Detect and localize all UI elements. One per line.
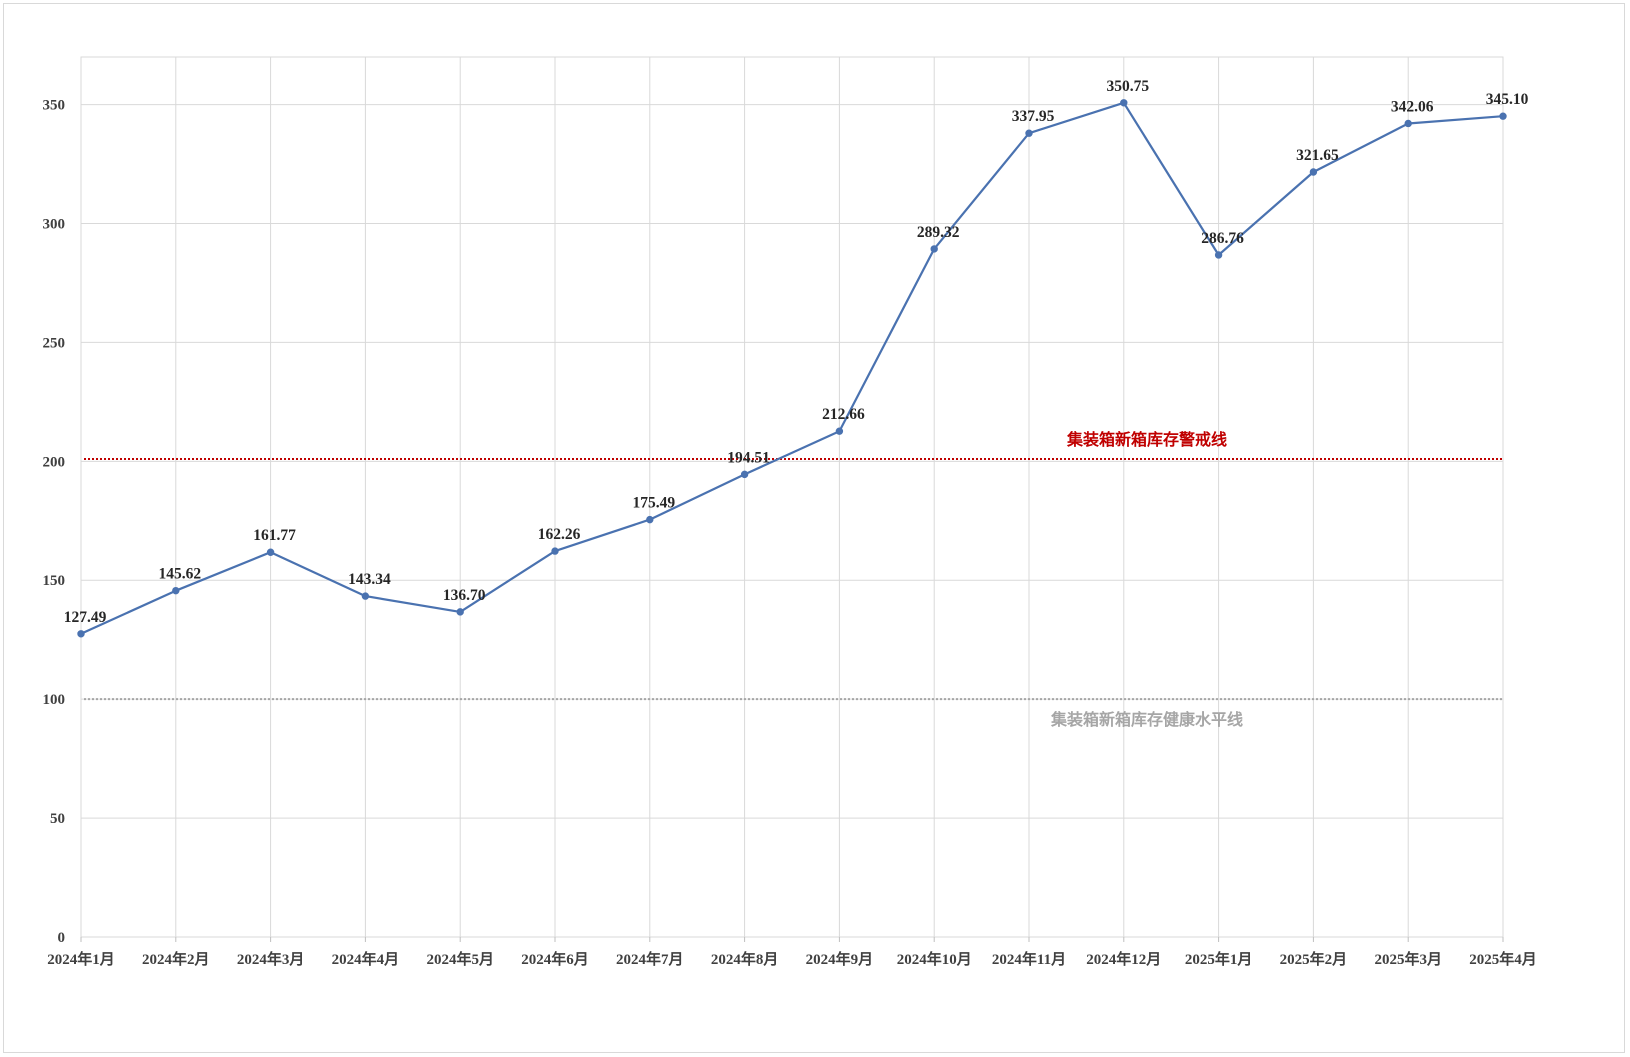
data-label: 350.75 [1106,78,1149,95]
series-line [80,101,1504,635]
x-tick-label: 2024年3月 [237,950,305,968]
data-label: 345.10 [1486,91,1529,108]
x-tick-label: 2025年2月 [1280,950,1348,968]
data-label: 145.62 [158,566,201,583]
data-point [835,427,844,435]
x-tick-label: 2024年9月 [806,950,874,968]
y-tick-label: 250 [43,335,66,351]
y-tick-label: 300 [43,216,66,232]
x-tick-label: 2024年1月 [47,950,115,968]
x-tick-label: 2025年4月 [1469,950,1537,968]
data-point [1120,99,1128,107]
data-label: 286.76 [1201,230,1244,247]
data-point [740,470,749,479]
data-point [1025,129,1033,137]
data-point [1309,168,1318,176]
data-point [1404,119,1412,128]
grid-layer [80,56,1504,942]
x-tick-label: 2024年2月 [142,950,210,968]
data-label: 175.49 [632,495,675,512]
data-point [1499,112,1507,120]
chart-frame: 集装箱新箱库存警戒线 集装箱新箱库存健康水平线 127.49 145.62 161.7… [3,3,1625,1053]
data-label: 289.32 [917,224,960,241]
data-point [1214,251,1223,259]
y-tick-label: 100 [43,692,66,708]
y-tick-label: 350 [43,98,66,114]
x-tick-label: 2024年10月 [897,950,972,968]
data-label: 337.95 [1012,108,1055,125]
x-tick-label: 2024年8月 [711,950,779,968]
data-point [646,515,654,524]
data-label: 194.51 [727,449,770,466]
data-label: 127.49 [64,609,107,626]
data-labels: 127.49 145.62 161.77 143.34 136.70 162.26 175.… [64,78,1529,626]
x-tick-label: 2025年3月 [1374,950,1442,968]
x-tick-label: 2024年11月 [992,950,1066,968]
data-point [77,630,85,638]
data-point [456,608,464,616]
y-tick-label: 150 [43,573,66,589]
x-tick-label: 2025年1月 [1185,950,1253,968]
axis-labels: 0 50 100 150 200 250 300 350 2024年1月 2024年2月 2024年… [43,98,1537,968]
data-label: 212.66 [822,406,865,423]
reference-line-label: 集装箱新箱库存警戒线 [1066,430,1227,449]
x-tick-label: 2024年5月 [426,950,494,968]
x-tick-label: 2024年4月 [332,950,400,968]
data-point [266,548,275,556]
x-tick-label: 2024年6月 [521,950,589,968]
x-tick-label: 2024年12月 [1086,950,1161,968]
y-tick-label: 0 [58,930,66,946]
reference-line-label: 集装箱新箱库存健康水平线 [1050,710,1243,729]
plot-area-border [80,56,1504,938]
data-point [930,245,938,253]
data-point [551,547,559,555]
data-label: 162.26 [538,526,581,543]
data-label: 342.06 [1391,98,1434,115]
data-label: 136.70 [443,587,486,604]
data-label: 321.65 [1296,147,1339,164]
x-tick-label: 2024年7月 [616,950,684,968]
data-point [172,586,180,595]
data-label: 143.34 [348,571,391,588]
y-tick-label: 200 [43,454,66,470]
y-tick-label: 50 [50,811,65,827]
data-point [361,592,370,600]
series-layer [77,99,1507,638]
data-label: 161.77 [253,527,296,544]
